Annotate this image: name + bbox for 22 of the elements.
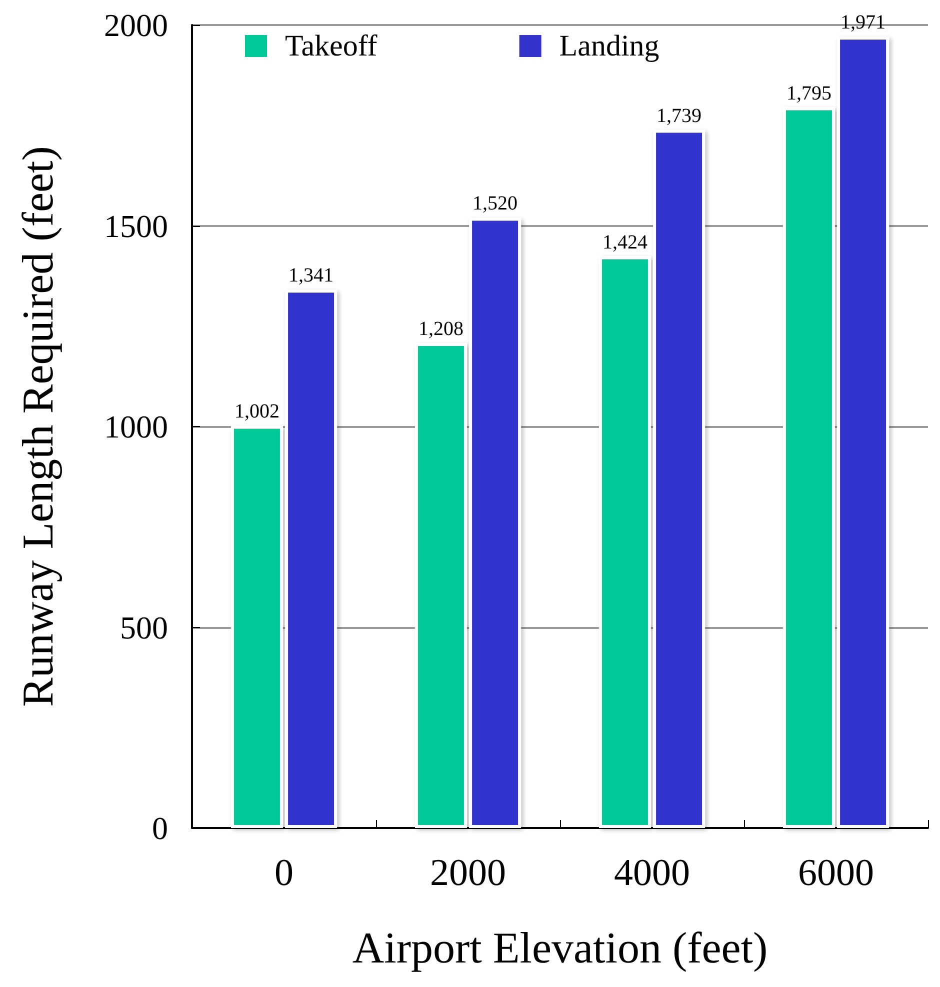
data-label: 1,208 <box>418 318 464 340</box>
data-label: 1,424 <box>602 231 648 254</box>
data-label: 1,739 <box>656 104 702 127</box>
x-tick-label: 4000 <box>614 852 690 894</box>
data-label: 1,341 <box>288 264 334 287</box>
data-label: 1,795 <box>786 82 832 104</box>
y-tick-label: 0 <box>152 810 168 846</box>
bar <box>230 426 283 828</box>
y-tick-label: 1500 <box>104 208 168 244</box>
data-label: 1,971 <box>840 12 886 34</box>
legend-label: Landing <box>559 30 660 62</box>
data-label: 1,520 <box>472 192 518 215</box>
data-label: 1,002 <box>234 400 280 423</box>
y-tick-label: 1000 <box>104 408 168 444</box>
x-tick-label: 2000 <box>430 852 506 894</box>
legend-label: Takeoff <box>285 30 378 62</box>
y-tick-label: 2000 <box>104 7 168 43</box>
y-axis-title: Runway Length Required (feet) <box>14 146 62 707</box>
x-tick-label: 0 <box>274 852 294 894</box>
y-tick-label: 500 <box>120 609 168 646</box>
x-tick-label: 6000 <box>798 852 874 894</box>
x-axis-title: Airport Elevation (feet) <box>352 924 768 972</box>
